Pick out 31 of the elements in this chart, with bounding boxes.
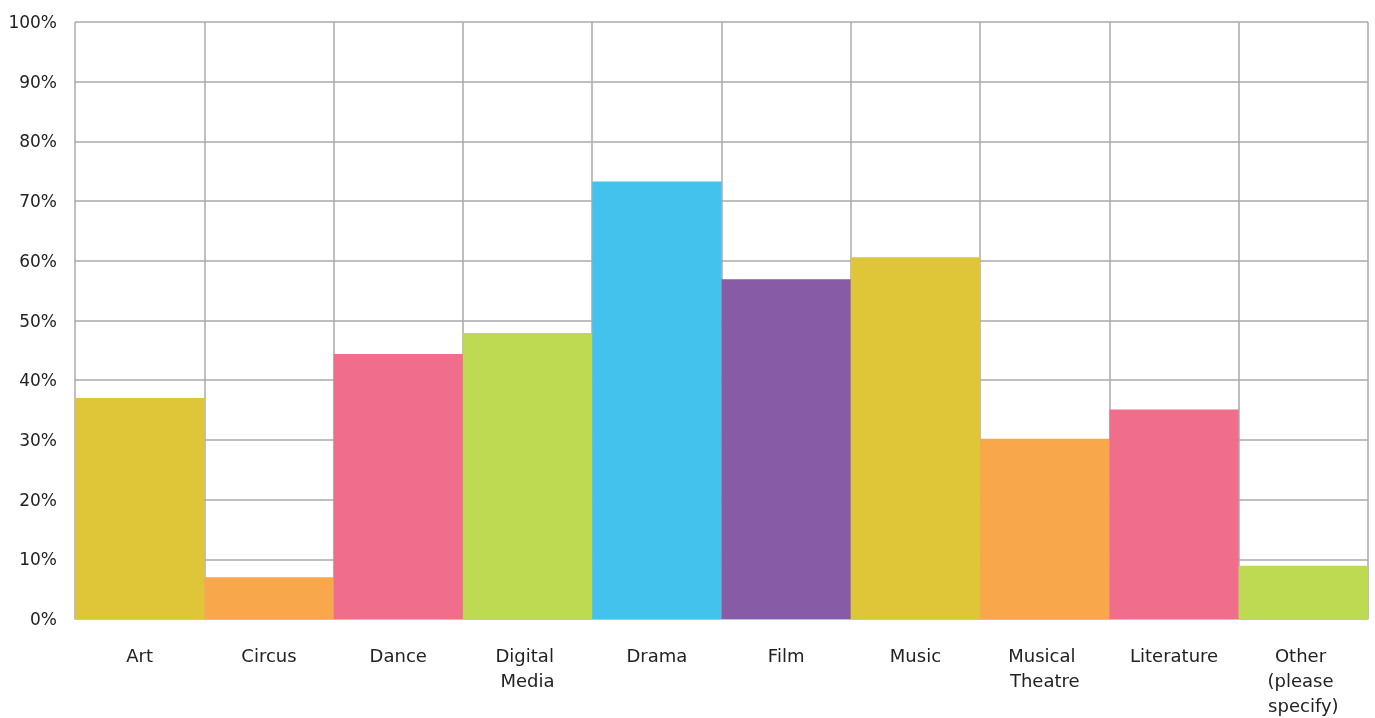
- y-tick-label: 100%: [8, 12, 57, 32]
- x-tick-label: Film: [767, 645, 805, 666]
- y-tick-label: 70%: [19, 191, 57, 212]
- x-tick-label: Art: [126, 645, 154, 666]
- bar: [1109, 409, 1239, 619]
- y-tick-label: 20%: [19, 489, 57, 510]
- x-tick-label: Drama: [626, 645, 688, 666]
- bar: [592, 181, 722, 619]
- bar: [850, 257, 981, 619]
- bar: [75, 398, 205, 619]
- y-tick-label: 30%: [19, 429, 57, 450]
- y-tick-label: 0%: [30, 609, 57, 629]
- y-tick-label: 40%: [19, 370, 57, 391]
- bar: [462, 333, 593, 619]
- bar: [333, 353, 463, 619]
- y-tick-label: 10%: [19, 549, 57, 570]
- y-tick-label: 80%: [19, 131, 57, 152]
- x-tick-label: Other (please specify): [1267, 645, 1340, 716]
- x-tick-label: Music: [889, 645, 942, 666]
- y-tick-label: 60%: [19, 250, 57, 271]
- x-tick-label: Digital Media: [495, 645, 560, 691]
- bar: [204, 577, 334, 619]
- y-tick-label: 90%: [19, 71, 57, 92]
- bar: [721, 279, 851, 619]
- x-tick-label: Circus: [241, 645, 297, 666]
- x-tick-label: Musical Theatre: [1008, 645, 1082, 691]
- bar: [980, 438, 1110, 619]
- bar: [1238, 565, 1368, 619]
- x-tick-label: Literature: [1129, 645, 1219, 666]
- y-tick-label: 50%: [19, 310, 57, 331]
- x-tick-label: Dance: [369, 645, 427, 666]
